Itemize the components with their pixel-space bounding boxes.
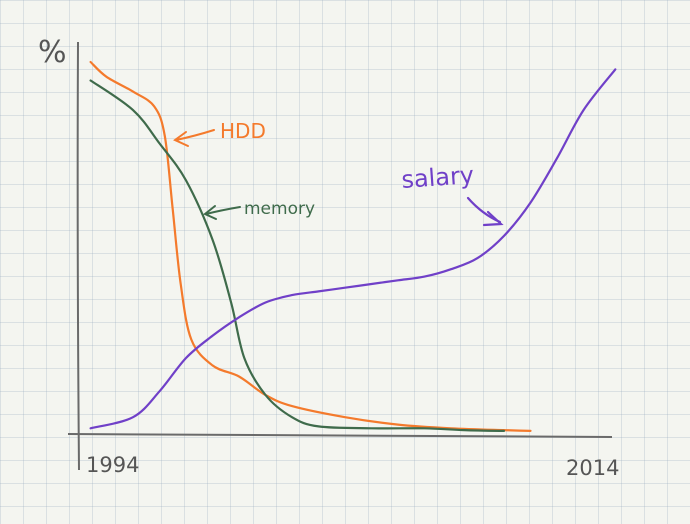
annotation-label-memory: memory — [244, 199, 315, 219]
annotation-label-hdd: HDD — [220, 119, 266, 143]
annotation-arrow-memory — [203, 205, 241, 220]
annotation-arrow-salary — [466, 196, 504, 227]
x-tick-label-start: 1994 — [86, 453, 139, 477]
y-axis — [76, 41, 80, 471]
x-tick-label-end: 2014 — [566, 456, 619, 480]
annotation-arrow-hdd — [173, 129, 215, 147]
y-axis-label: % — [38, 35, 67, 70]
series-line-salary — [89, 68, 617, 430]
series-line-memory — [89, 79, 506, 432]
annotation-label-salary: salary — [400, 161, 474, 194]
series-line-hdd — [89, 60, 532, 432]
x-axis — [67, 433, 613, 438]
